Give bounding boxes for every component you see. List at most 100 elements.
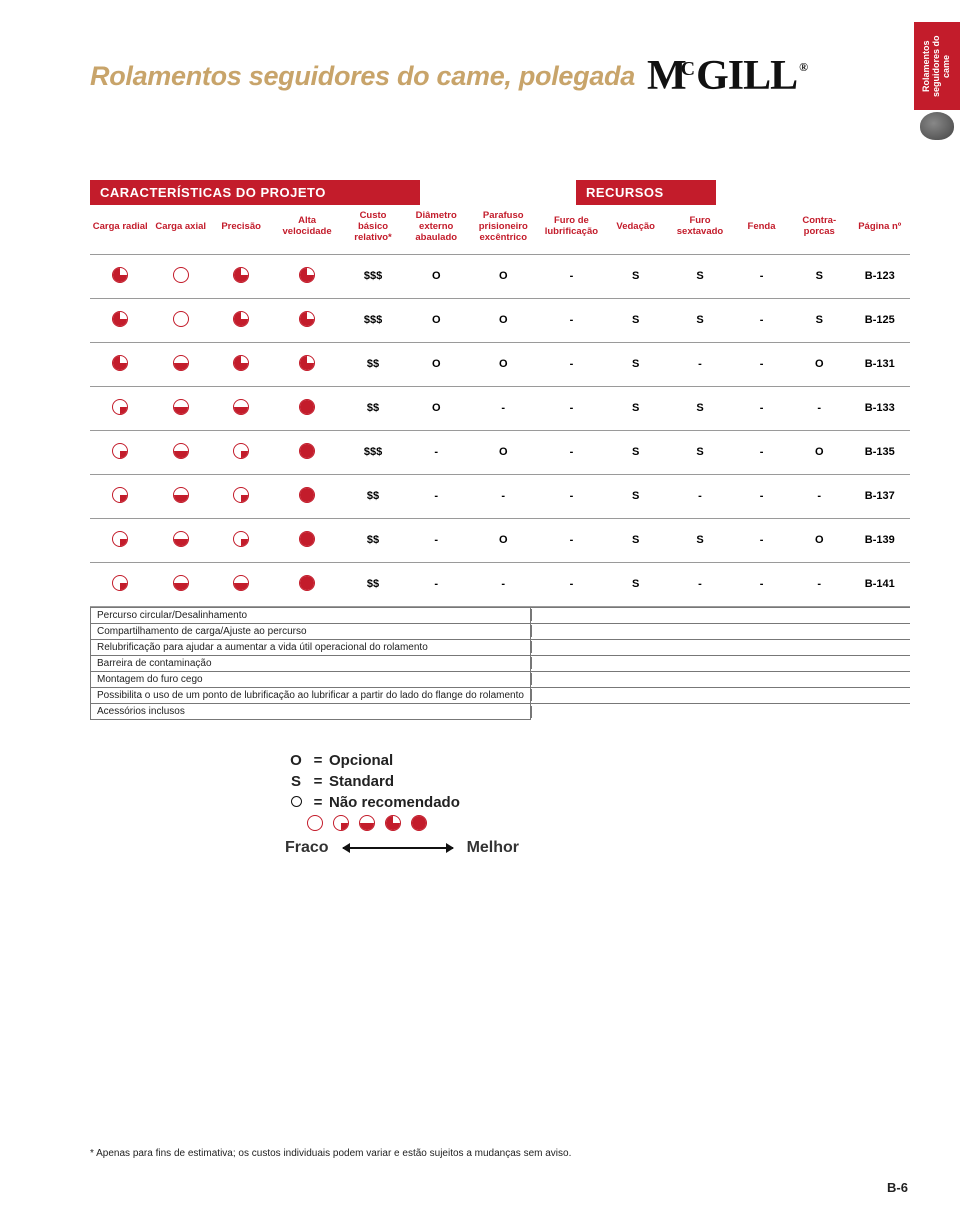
harvey-ball	[173, 531, 189, 547]
harvey-cell	[90, 430, 150, 474]
cost-cell: $$$	[343, 430, 403, 474]
page-cell: B-139	[849, 518, 910, 562]
value-cell: O	[469, 342, 537, 386]
harvey-ball	[112, 267, 128, 283]
harvey-cell	[271, 254, 342, 298]
col-3: Alta velocidade	[271, 205, 342, 254]
harvey-ball	[233, 531, 249, 547]
value-cell: O	[469, 430, 537, 474]
table-row: $$---S---B-137	[90, 474, 910, 518]
harvey-cell	[150, 518, 210, 562]
page-title: Rolamentos seguidores do came, polegada	[90, 61, 635, 92]
col-12: Página nº	[849, 205, 910, 254]
harvey-ball	[233, 311, 249, 327]
page-cell: B-123	[849, 254, 910, 298]
legend-nr-eq: =	[307, 794, 329, 811]
harvey-ball	[233, 399, 249, 415]
spec-table: Carga radial Carga axial Precisão Alta v…	[90, 205, 910, 607]
harvey-cell	[211, 342, 271, 386]
legend-s-sym: S	[285, 773, 307, 790]
value-cell: S	[605, 562, 665, 606]
harvey-ball	[112, 531, 128, 547]
value-cell: -	[403, 518, 469, 562]
harvey-ball	[112, 487, 128, 503]
harvey-ball	[233, 267, 249, 283]
harvey-ball	[233, 355, 249, 371]
value-cell: -	[537, 342, 605, 386]
value-cell: -	[734, 254, 789, 298]
page-cell: B-125	[849, 298, 910, 342]
value-cell: S	[666, 430, 734, 474]
legend-nr-sym	[285, 794, 307, 811]
page: Rolamentos seguidores do came Rolamentos…	[0, 0, 960, 1219]
legend-o-label: Opcional	[329, 752, 393, 769]
harvey-ball	[112, 443, 128, 459]
logo-gill: GILL	[696, 52, 797, 100]
table-row: $$O--SS--B-133	[90, 386, 910, 430]
harvey-ball	[173, 311, 189, 327]
harvey-ball	[112, 575, 128, 591]
legend-o-sym: O	[285, 752, 307, 769]
harvey-q3	[385, 815, 401, 831]
value-cell: -	[537, 386, 605, 430]
value-cell: -	[469, 474, 537, 518]
table-row: $$$OO-SS-SB-123	[90, 254, 910, 298]
value-cell: S	[605, 254, 665, 298]
harvey-ball	[299, 311, 315, 327]
harvey-cell	[271, 562, 342, 606]
harvey-ball	[173, 443, 189, 459]
value-cell: S	[666, 254, 734, 298]
harvey-cell	[90, 298, 150, 342]
harvey-cell	[211, 562, 271, 606]
harvey-ball	[299, 399, 315, 415]
harvey-ball	[173, 575, 189, 591]
band-row: CARACTERÍSTICAS DO PROJETO RECURSOS	[90, 180, 910, 205]
value-cell: -	[734, 386, 789, 430]
legend-nr-label: Não recomendado	[329, 794, 460, 811]
harvey-ball	[173, 487, 189, 503]
value-cell: S	[666, 298, 734, 342]
page-cell: B-141	[849, 562, 910, 606]
cost-cell: $$	[343, 386, 403, 430]
col-1: Carga axial	[150, 205, 210, 254]
harvey-cell	[211, 430, 271, 474]
band-resources: RECURSOS	[576, 180, 716, 205]
callout-5: Possibilita o uso de um ponto de lubrifi…	[91, 687, 531, 703]
harvey-cell	[211, 518, 271, 562]
side-tab: Rolamentos seguidores do came	[914, 22, 960, 110]
legend-arrow	[343, 847, 453, 849]
harvey-cell	[271, 298, 342, 342]
harvey-cell	[150, 298, 210, 342]
harvey-cell	[211, 298, 271, 342]
value-cell: O	[469, 518, 537, 562]
col-10: Fenda	[734, 205, 789, 254]
harvey-ball	[233, 487, 249, 503]
harvey-ball	[299, 575, 315, 591]
harvey-ball	[299, 267, 315, 283]
value-cell: -	[734, 562, 789, 606]
harvey-q1	[333, 815, 349, 831]
legend-optional: O = Opcional	[285, 752, 715, 769]
harvey-cell	[150, 562, 210, 606]
band-design: CARACTERÍSTICAS DO PROJETO	[90, 180, 420, 205]
harvey-cell	[150, 474, 210, 518]
value-cell: O	[469, 298, 537, 342]
harvey-cell	[211, 254, 271, 298]
value-cell: O	[403, 254, 469, 298]
value-cell: -	[537, 518, 605, 562]
harvey-cell	[90, 518, 150, 562]
value-cell: O	[403, 386, 469, 430]
value-cell: S	[605, 386, 665, 430]
value-cell: -	[666, 342, 734, 386]
callout-2: Relubrificação para ajudar a aumentar a …	[91, 639, 531, 655]
harvey-ball	[112, 399, 128, 415]
value-cell: S	[605, 342, 665, 386]
harvey-cell	[271, 430, 342, 474]
logo-c: C	[681, 58, 695, 81]
cost-cell: $$	[343, 518, 403, 562]
value-cell: O	[789, 518, 849, 562]
harvey-cell	[90, 474, 150, 518]
harvey-cell	[90, 562, 150, 606]
harvey-cell	[90, 386, 150, 430]
harvey-cell	[271, 386, 342, 430]
